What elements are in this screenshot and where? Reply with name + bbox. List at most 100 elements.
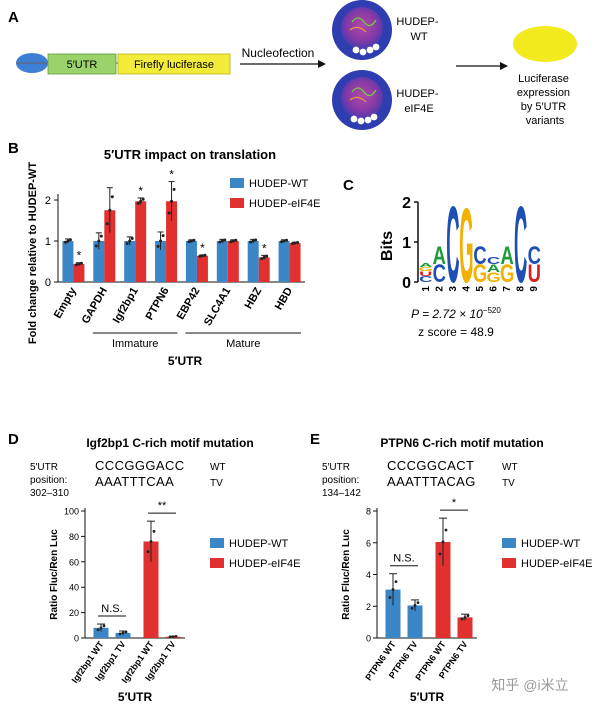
- legend-label: HUDEP-WT: [229, 538, 289, 550]
- data-point: [262, 255, 266, 259]
- data-point: [280, 240, 284, 244]
- x-tick-label: PTPN6: [144, 286, 172, 323]
- data-point: [174, 635, 178, 638]
- bar: [62, 241, 74, 282]
- data-point: [149, 540, 153, 543]
- data-point: [413, 604, 417, 607]
- logo-position-label: 4: [461, 286, 472, 292]
- data-point: [94, 244, 98, 248]
- logo-letter: C: [514, 186, 527, 306]
- x-tick-label: SLC4A1: [202, 286, 233, 329]
- bar: [407, 605, 423, 638]
- chart-d: Igf2bp1 C-rich motif mutation 5′UTR positi…: [30, 436, 301, 704]
- data-point: [105, 222, 109, 226]
- position-label-line1: 5′UTR: [30, 462, 58, 473]
- luciferase-shape: [513, 26, 577, 62]
- cell-wt-label: HUDEP- WT: [396, 16, 441, 43]
- legend-swatch: [230, 198, 244, 208]
- y-tick-label: 80: [69, 532, 79, 542]
- y-tick-label: 0: [45, 277, 51, 289]
- logo-position-label: 1: [421, 286, 432, 292]
- cell-eif4e-label: HUDEP- eIF4E: [396, 88, 441, 115]
- significance-label: **: [158, 500, 167, 512]
- data-point: [249, 240, 253, 244]
- logo-letter: G: [500, 259, 514, 287]
- data-point: [438, 552, 442, 556]
- data-point: [200, 254, 204, 258]
- position-label-line2: position:: [322, 475, 359, 486]
- legend-swatch: [502, 558, 516, 568]
- data-point: [254, 238, 258, 242]
- data-point: [146, 550, 150, 554]
- y-tick-label: 40: [69, 583, 79, 593]
- logo-letter: C: [446, 186, 459, 306]
- y-axis-label: Ratio Fluc/Ren Luc: [341, 529, 352, 620]
- logo-y-label: Bits: [379, 231, 396, 261]
- legend-label: HUDEP-WT: [249, 178, 309, 190]
- bar: [227, 241, 239, 282]
- utr-box: [47, 53, 117, 75]
- logo-position-label: 5: [475, 286, 486, 292]
- logo-letter: C: [419, 275, 432, 284]
- logo-position-label: 9: [529, 286, 540, 292]
- cell-wt-label-line2: WT: [410, 31, 427, 43]
- bar: [104, 210, 116, 282]
- data-point: [139, 199, 143, 203]
- logo-letter: U: [528, 259, 541, 287]
- data-point: [220, 239, 224, 243]
- data-point: [99, 234, 103, 238]
- logo-position-label: 2: [434, 286, 445, 292]
- data-point: [229, 240, 233, 244]
- y-tick-label: 8: [366, 507, 371, 517]
- bar: [457, 617, 473, 638]
- y-tick-label: 1: [45, 236, 51, 248]
- y-tick-label: 2: [45, 195, 51, 207]
- legend-swatch: [210, 538, 224, 548]
- data-point: [152, 529, 156, 533]
- logo-letter: A: [433, 241, 446, 269]
- significance-label: *: [138, 184, 143, 198]
- data-point: [108, 208, 112, 212]
- x-tick-label: Empty: [52, 285, 80, 321]
- y-tick-label: 6: [366, 538, 371, 548]
- data-point: [410, 606, 414, 610]
- pvalue-text: P = 2.72 × 10−520: [411, 306, 501, 321]
- significance-label: *: [77, 249, 82, 263]
- data-point: [444, 528, 448, 532]
- data-point: [68, 238, 72, 242]
- x-axis-label: 5′UTR: [410, 690, 445, 704]
- data-point: [170, 199, 174, 203]
- logo-position-label: 6: [489, 286, 500, 292]
- data-point: [96, 628, 100, 632]
- y-tick-label: 20: [69, 608, 79, 618]
- cell-hudep-eif4e: [332, 70, 392, 130]
- y-tick-label: 2: [366, 602, 371, 612]
- chart-e: PTPN6 C-rich motif mutation 5′UTR position…: [322, 436, 593, 704]
- bar: [93, 627, 109, 638]
- data-point: [167, 211, 171, 215]
- data-point: [189, 239, 193, 243]
- y-tick-label: 100: [64, 507, 79, 517]
- arrow-head-icon: [318, 60, 326, 68]
- x-tick-label: GAPDH: [80, 285, 110, 325]
- position-label-line1: 5′UTR: [322, 462, 350, 473]
- data-point: [293, 241, 297, 245]
- zscore-text: z score = 48.9: [418, 325, 494, 339]
- data-point: [63, 240, 67, 244]
- watermark: 知乎 @i米立: [491, 677, 568, 693]
- logo-y-tick-label: 0: [402, 275, 411, 292]
- data-point: [416, 601, 420, 605]
- x-tick-label: HBD: [273, 285, 295, 312]
- bar: [185, 241, 197, 282]
- data-point: [171, 635, 175, 639]
- data-point: [161, 234, 165, 238]
- data-point: [218, 240, 222, 244]
- bar: [435, 541, 451, 638]
- data-point: [265, 254, 269, 258]
- y-tick-label: 60: [69, 557, 79, 567]
- legend-label: HUDEP-eIF4E: [229, 558, 301, 570]
- logo-y-tick-label: 2: [402, 195, 411, 212]
- x-axis-label: 5′UTR: [118, 690, 153, 704]
- cell-eif-label-line2: eIF4E: [404, 103, 433, 115]
- data-point: [172, 187, 176, 191]
